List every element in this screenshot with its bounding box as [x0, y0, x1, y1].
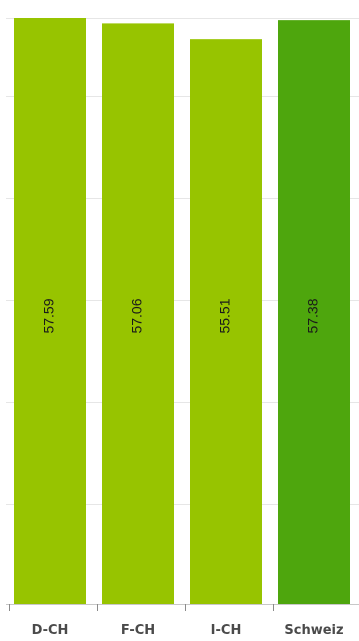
category-label-d-ch: D-CH: [32, 623, 69, 638]
category-label-i-ch: I-CH: [211, 623, 242, 638]
bar-d-ch[interactable]: [14, 18, 86, 604]
value-label-i-ch: 55.51: [217, 298, 233, 333]
value-label-d-ch: 57.59: [41, 298, 57, 333]
bar-schweiz[interactable]: [278, 20, 350, 604]
value-label-schweiz: 57.38: [305, 298, 321, 333]
bar-i-ch[interactable]: [190, 39, 262, 604]
value-label-f-ch: 57.06: [129, 298, 145, 333]
bar-f-ch[interactable]: [102, 23, 174, 605]
x-axis-labels: D-CH F-CH I-CH Schweiz: [32, 623, 344, 638]
category-label-f-ch: F-CH: [121, 623, 155, 638]
x-axis-ticks: [9, 604, 274, 611]
category-label-schweiz: Schweiz: [284, 623, 343, 638]
value-labels: 57.59 57.06 55.51 57.38: [41, 298, 321, 333]
bars: [14, 18, 350, 605]
